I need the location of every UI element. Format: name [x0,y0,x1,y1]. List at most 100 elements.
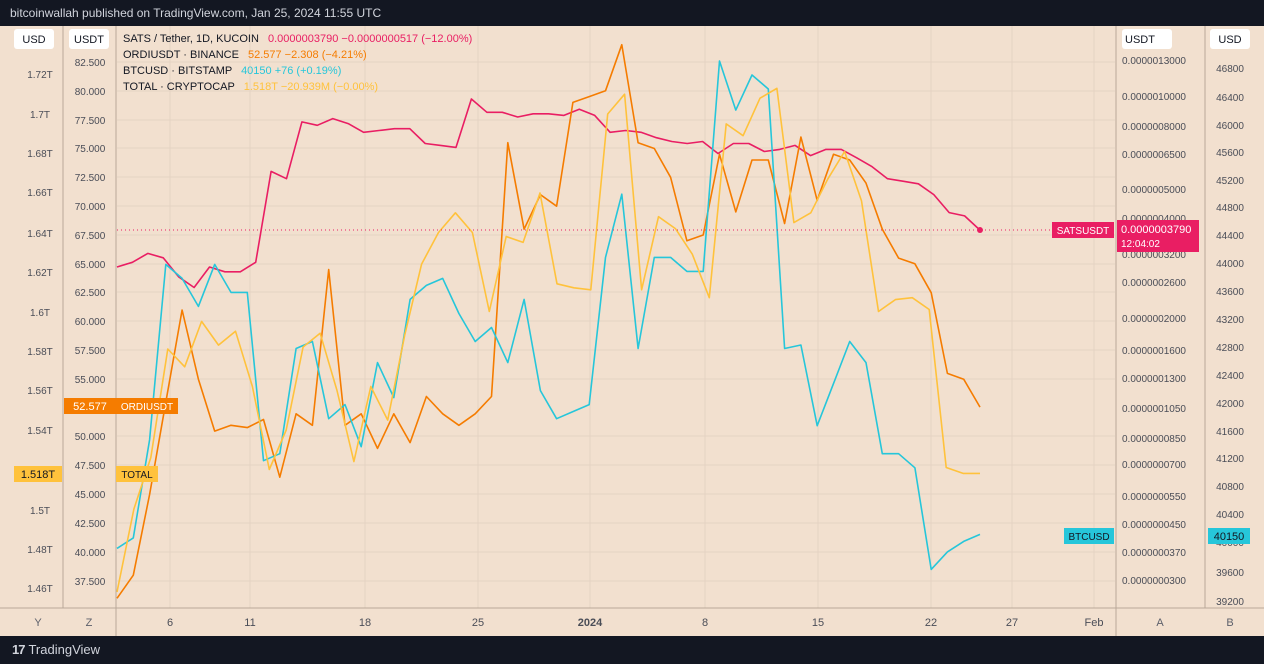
ordi-axis-tick: 37.500 [75,577,106,588]
time-axis[interactable]: 6 11 18 25 2024 8 15 22 27 Feb [167,617,1104,629]
btc-axis-tick: 40800 [1216,482,1244,493]
footer: 17 TradingView [0,636,1264,664]
usdt-left-label: USDT [74,34,104,46]
btc-axis-tick: 41200 [1216,454,1244,465]
btc-axis-tick: 39200 [1216,597,1244,608]
btc-axis-tick: 44400 [1216,231,1244,242]
sats-axis[interactable]: 0.0000013000 0.0000010000 0.0000008000 0.00… [1122,56,1186,587]
total-price-tag: 1.518T TOTAL [14,466,158,482]
legend-btc: BTCUSD · BITSTAMP 40150 +76 (+0.19%) [123,65,341,77]
total-axis-tick: 1.54T [27,426,53,437]
sats-axis-tick: 0.0000000370 [1122,548,1186,559]
total-price-value: 1.518T [21,469,56,481]
btc-price-tag: BTCUSD 40150 [1064,528,1250,544]
sats-series-tag: SATSUSDT [1057,226,1110,237]
total-axis-tick: 1.46T [27,584,53,595]
btc-axis-tick: 43200 [1216,315,1244,326]
total-axis-tick: 1.68T [27,149,53,160]
sats-axis-tick: 0.0000010000 [1122,92,1186,103]
btc-axis-tick: 45600 [1216,148,1244,159]
sats-countdown: 12:04:02 [1121,239,1160,250]
usdt-right-button[interactable]: USDT [1122,29,1172,49]
legend-sats-values: 0.0000003790 −0.0000000517 (−12.00%) [268,33,472,45]
sats-axis-tick: 0.0000001050 [1122,404,1186,415]
ordi-axis[interactable]: 82.500 80.000 77.500 75.000 72.500 70.000 67.5… [75,58,106,588]
ordi-axis-tick: 77.500 [75,116,106,127]
corner-label-b[interactable]: B [1226,617,1233,629]
sats-axis-tick: 0.0000013000 [1122,56,1186,67]
total-axis-tick: 1.58T [27,347,53,358]
ordi-axis-tick: 70.000 [75,202,106,213]
sats-price-value: 0.0000003790 [1121,224,1191,236]
ordi-axis-tick: 45.000 [75,490,106,501]
total-axis-tick: 1.72T [27,70,53,81]
legend-sats: SATS / Tether, 1D, KUCOIN 0.0000003790 −… [123,33,472,45]
ordi-axis-tick: 75.000 [75,144,106,155]
grid [117,26,1115,608]
total-axis-tick: 1.62T [27,268,53,279]
time-axis-tick: Feb [1085,617,1104,629]
btc-axis-tick: 41600 [1216,427,1244,438]
ordi-axis-tick: 47.500 [75,461,106,472]
sats-axis-tick: 0.0000003200 [1122,250,1186,261]
btc-axis-tick: 44800 [1216,203,1244,214]
legend-ordi-values: 52.577 −2.308 (−4.21%) [248,49,367,61]
publish-header: bitcoinwallah published on TradingView.c… [10,6,382,20]
btc-series-tag: BTCUSD [1068,532,1109,543]
footer-brand[interactable]: TradingView [28,642,101,657]
total-axis-tick: 1.64T [27,229,53,240]
sats-axis-tick: 0.0000002600 [1122,278,1186,289]
ordi-axis-tick: 50.000 [75,432,106,443]
legend[interactable]: SATS / Tether, 1D, KUCOIN 0.0000003790 −… [123,33,472,93]
sats-axis-tick: 0.0000002000 [1122,314,1186,325]
legend-total: TOTAL · CRYPTOCAP 1.518T −20.939M (−0.00… [123,81,378,93]
total-axis-tick: 1.48T [27,545,53,556]
corner-label-a[interactable]: A [1156,617,1164,629]
btc-axis-tick: 44000 [1216,259,1244,270]
chart[interactable]: USD USDT USDT USD 1.72T 1.7T 1.68T 1.66T 1.6… [0,26,1264,636]
legend-btc-values: 40150 +76 (+0.19%) [241,65,341,77]
usdt-left-button[interactable]: USDT [69,29,109,49]
total-axis[interactable]: 1.72T 1.7T 1.68T 1.66T 1.64T 1.62T 1.6T 1.58T 1.… [27,70,53,595]
time-axis-tick: 11 [244,617,255,629]
corner-label-z[interactable]: Z [86,617,93,629]
series-layer [116,43,1115,599]
ordi-axis-tick: 57.500 [75,346,106,357]
corner-label-y[interactable]: Y [34,617,42,629]
legend-ordi: ORDIUSDT · BINANCE 52.577 −2.308 (−4.21%… [123,49,367,61]
ordi-axis-tick: 60.000 [75,317,106,328]
ordi-axis-tick: 65.000 [75,260,106,271]
sats-axis-tick: 0.0000000450 [1122,520,1186,531]
btc-axis-tick: 39600 [1216,568,1244,579]
btc-axis-tick: 46400 [1216,93,1244,104]
usd-right-label: USD [1218,34,1241,46]
usd-left-button[interactable]: USD [14,29,54,49]
tradingview-logo-icon[interactable]: 17 [12,642,26,657]
time-axis-tick: 8 [702,617,708,629]
ordi-axis-tick: 67.500 [75,231,106,242]
series-line-total [116,87,980,593]
ordi-price-tag: 52.577 ORDIUSDT [64,398,178,414]
sats-axis-tick: 0.0000004000 [1122,214,1186,225]
btc-axis[interactable]: 46800 46400 46000 45600 45200 44800 44400 44000… [1216,64,1244,608]
btc-axis-tick: 45200 [1216,176,1244,187]
total-axis-tick: 1.66T [27,188,53,199]
total-axis-tick: 1.56T [27,386,53,397]
series-line-satsusdt [116,98,981,289]
sats-axis-tick: 0.0000005000 [1122,185,1186,196]
ordi-axis-tick: 62.500 [75,288,106,299]
btc-axis-tick: 42400 [1216,371,1244,382]
sats-axis-tick: 0.0000000700 [1122,460,1186,471]
series-line-btcusd [116,60,981,571]
usdt-right-label: USDT [1125,34,1155,46]
sats-axis-tick: 0.0000001300 [1122,374,1186,385]
usd-right-button[interactable]: USD [1210,29,1250,49]
sats-axis-tick: 0.0000006500 [1122,150,1186,161]
legend-sats-name: SATS / Tether, 1D, KUCOIN [123,33,259,45]
ordi-series-tag: ORDIUSDT [121,402,173,413]
sats-price-tag: SATSUSDT 0.0000003790 12:04:02 [1052,220,1199,252]
time-axis-tick: 2024 [578,617,603,629]
legend-btc-name: BTCUSD · BITSTAMP [123,65,232,77]
total-axis-tick: 1.5T [30,506,50,517]
btc-axis-tick: 46800 [1216,64,1244,75]
